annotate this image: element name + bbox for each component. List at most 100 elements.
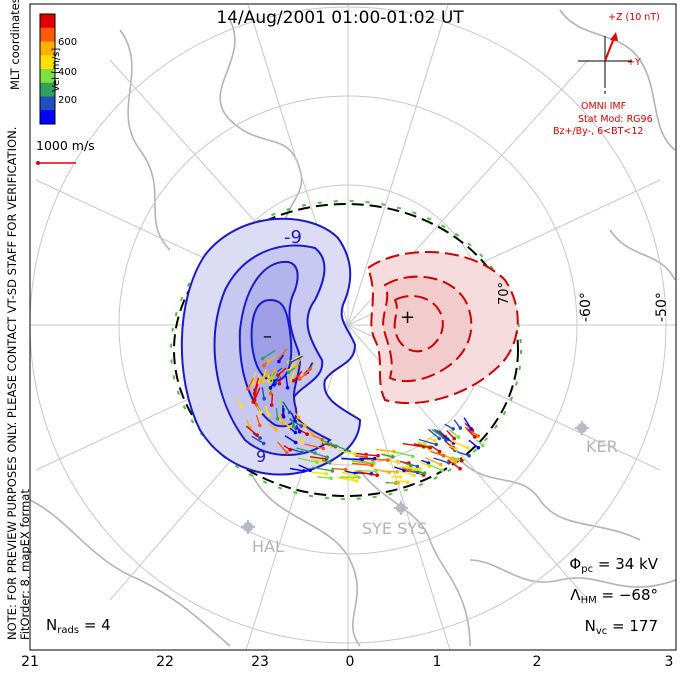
stat-lambda-sub: HM — [581, 595, 597, 606]
velocity-vector-origin — [246, 387, 250, 391]
coordinate-label: MLT coordinates — [8, 0, 22, 90]
velocity-vector-origin — [374, 470, 378, 474]
velocity-vector-origin — [325, 456, 329, 460]
stat-nvc-value: = 177 — [612, 617, 658, 635]
velocity-vector-origin — [458, 467, 462, 471]
velocity-vector-origin — [370, 464, 374, 468]
stat-model-label: Stat Mod: RG96 — [578, 114, 653, 125]
lat-label-70: 70° — [497, 282, 512, 305]
velocity-vector-origin — [302, 469, 306, 473]
velocity-vector-origin — [298, 377, 302, 381]
lat-label-50: -50° — [654, 292, 670, 322]
velocity-vector-origin — [418, 467, 422, 471]
stat-model-conditions: Bz+/By-, 6<BT<12 — [553, 126, 643, 137]
velocity-vector-origin — [416, 471, 420, 475]
velocity-vector-origin — [476, 434, 480, 438]
velocity-vector-origin — [324, 472, 328, 476]
velocity-vector-origin — [292, 425, 296, 429]
colorbar-segment — [40, 110, 55, 124]
station-label-hal: HAL — [252, 537, 284, 556]
velocity-vector-origin — [355, 479, 359, 483]
station-label-ker: KER — [586, 437, 618, 456]
velocity-vector-origin — [255, 403, 259, 407]
velocity-vector-origin — [357, 476, 361, 480]
velocity-vector-origin — [428, 446, 432, 450]
velocity-vector-origin — [469, 427, 473, 431]
contour-label-min: -9 — [284, 227, 302, 248]
velocity-vector-origin — [294, 365, 298, 369]
velocity-vector-origin — [467, 454, 471, 458]
velocity-vector-origin — [303, 424, 307, 428]
velocity-vector-origin — [266, 359, 270, 363]
velocity-vector-origin — [395, 470, 399, 474]
velocity-vector — [394, 452, 413, 457]
velocity-vector-origin — [297, 416, 301, 420]
velocity-vector-origin — [373, 457, 377, 461]
velocity-vector-origin — [439, 463, 443, 467]
velocity-vector-origin — [399, 475, 403, 479]
velocity-vector-origin — [286, 386, 290, 390]
stat-nvc-symbol: N — [585, 617, 596, 635]
velocity-vector-origin — [269, 386, 273, 390]
colorbar-tick-600: 600 — [58, 37, 77, 48]
velocity-vector-origin — [438, 450, 442, 454]
colorbar-tick-400: 400 — [58, 67, 77, 78]
velocity-vector-origin — [288, 411, 292, 415]
velocity-vector-origin — [277, 360, 281, 364]
scale-vector-label: 1000 m/s — [36, 138, 95, 153]
velocity-vector-origin — [353, 452, 357, 456]
imf-source-label: OMNI IMF — [581, 101, 626, 112]
velocity-vector-origin — [440, 469, 444, 473]
velocity-vector — [332, 468, 346, 469]
velocity-vector-origin — [278, 382, 282, 386]
velocity-vector-origin — [322, 447, 326, 451]
preview-note-line-2: FitOrder: 8, mapEX format — [19, 127, 32, 640]
velocity-vector-origin — [454, 447, 458, 451]
mlt-tick-21: 21 — [21, 654, 39, 670]
stat-nrads-sub: rads — [57, 625, 79, 636]
velocity-vector-origin — [411, 455, 415, 459]
velocity-vector-origin — [408, 469, 412, 473]
colorbar-segment — [40, 28, 55, 42]
velocity-vector-origin — [406, 480, 410, 484]
velocity-vector-origin — [391, 455, 395, 459]
velocity-vector-origin — [276, 373, 280, 377]
velocity-vector-origin — [329, 476, 333, 480]
velocity-vector-origin — [287, 371, 291, 375]
velocity-vector — [312, 472, 327, 474]
stat-vector-count: Nvc = 177 — [585, 617, 658, 635]
velocity-vector — [382, 471, 397, 472]
stat-cross-polar-potential: Φpc = 34 kV — [569, 555, 658, 573]
velocity-vector — [341, 459, 362, 460]
velocity-vector-origin — [260, 380, 264, 384]
imf-dial — [578, 32, 632, 96]
station-hal: HAL — [241, 520, 284, 556]
velocity-vector-origin — [300, 451, 304, 455]
station-label-sye-sys: SYE SYS — [362, 519, 427, 538]
velocity-vector-origin — [285, 451, 289, 455]
imf-y-label: +Y — [627, 57, 641, 68]
mlt-tick-23: 23 — [251, 654, 269, 670]
velocity-vector-origin — [315, 460, 319, 464]
velocity-vector-origin — [298, 430, 302, 434]
velocity-vector-origin — [459, 426, 463, 430]
contour-label-min-2: 9 — [256, 447, 266, 466]
velocity-vector-origin — [274, 428, 278, 432]
velocity-vector-origin — [375, 473, 379, 477]
stat-hm-boundary: ΛHM = −68° — [570, 586, 658, 604]
velocity-vector-origin — [259, 411, 263, 415]
preview-note: NOTE: FOR PREVIEW PURPOSES ONLY. PLEASE … — [6, 127, 32, 640]
stat-phi-value: = 34 kV — [598, 555, 658, 573]
velocity-vector-origin — [386, 458, 390, 462]
velocity-vector-origin — [473, 435, 477, 439]
velocity-vector-origin — [305, 432, 309, 436]
velocity-vector-origin — [262, 397, 266, 401]
velocity-vector-origin — [300, 440, 304, 444]
velocity-vector-origin — [281, 422, 285, 426]
velocity-vector-origin — [262, 364, 266, 368]
stat-nrads-symbol: N — [46, 616, 57, 634]
stat-nvc-sub: vc — [596, 626, 607, 637]
velocity-vector-origin — [409, 464, 413, 468]
stat-lambda-value: = −68° — [602, 586, 659, 604]
coastlines — [30, 10, 676, 646]
